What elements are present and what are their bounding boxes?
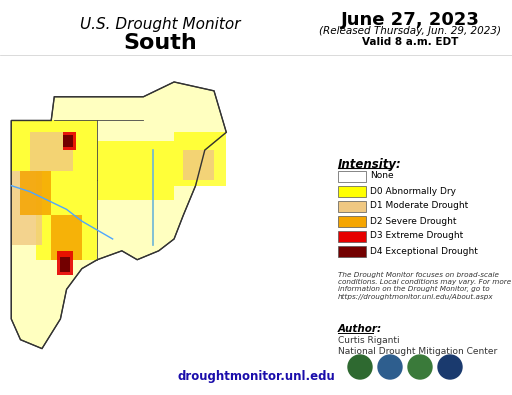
- Bar: [338, 231, 366, 241]
- Polygon shape: [57, 251, 73, 275]
- Bar: [338, 201, 366, 211]
- Bar: [338, 171, 366, 181]
- Polygon shape: [20, 171, 51, 215]
- Text: National Drought Mitigation Center: National Drought Mitigation Center: [338, 347, 497, 356]
- Polygon shape: [97, 141, 174, 201]
- Bar: [338, 216, 366, 226]
- Text: (Released Thursday, Jun. 29, 2023): (Released Thursday, Jun. 29, 2023): [319, 26, 501, 36]
- Text: USDA: USDA: [351, 365, 369, 369]
- Text: Curtis Riganti: Curtis Riganti: [338, 336, 399, 345]
- Text: June 27, 2023: June 27, 2023: [340, 11, 479, 29]
- Text: droughtmonitor.unl.edu: droughtmonitor.unl.edu: [177, 370, 335, 383]
- Circle shape: [378, 355, 402, 379]
- Polygon shape: [11, 120, 97, 171]
- Polygon shape: [60, 257, 70, 272]
- Circle shape: [438, 355, 462, 379]
- Polygon shape: [11, 82, 226, 348]
- Text: U.S. Drought Monitor: U.S. Drought Monitor: [80, 17, 240, 32]
- Bar: [338, 186, 366, 196]
- Text: Author:: Author:: [338, 324, 382, 334]
- Polygon shape: [11, 171, 42, 245]
- Polygon shape: [63, 135, 73, 147]
- Circle shape: [408, 355, 432, 379]
- Polygon shape: [63, 132, 76, 150]
- Bar: [338, 246, 366, 256]
- Text: D4 Exceptional Drought: D4 Exceptional Drought: [370, 246, 478, 256]
- Text: South: South: [123, 33, 197, 53]
- Text: NDMC: NDMC: [381, 365, 399, 369]
- Text: The Drought Monitor focuses on broad-scale
conditions. Local conditions may vary: The Drought Monitor focuses on broad-sca…: [338, 272, 511, 299]
- Text: D2 Severe Drought: D2 Severe Drought: [370, 216, 456, 226]
- Text: Valid 8 a.m. EDT: Valid 8 a.m. EDT: [362, 37, 458, 47]
- Polygon shape: [51, 215, 82, 260]
- Polygon shape: [36, 171, 97, 260]
- Text: D0 Abnormally Dry: D0 Abnormally Dry: [370, 186, 456, 196]
- Text: D3 Extreme Drought: D3 Extreme Drought: [370, 231, 463, 241]
- Polygon shape: [30, 132, 73, 171]
- Text: Intensity:: Intensity:: [338, 158, 402, 171]
- Circle shape: [348, 355, 372, 379]
- Text: D1 Moderate Drought: D1 Moderate Drought: [370, 201, 468, 211]
- Polygon shape: [183, 150, 214, 180]
- Polygon shape: [174, 132, 226, 186]
- Text: None: None: [370, 171, 394, 181]
